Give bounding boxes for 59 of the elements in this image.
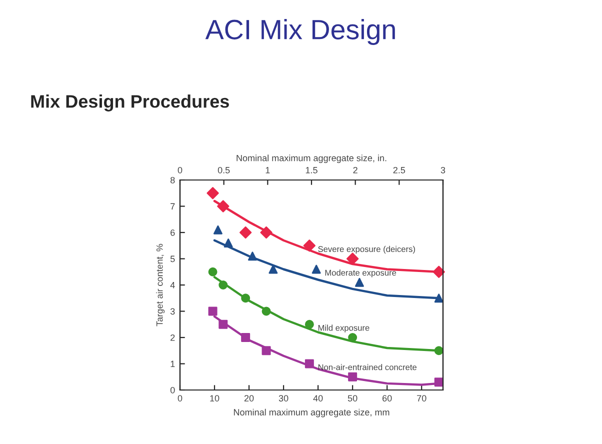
point xyxy=(312,264,321,274)
point xyxy=(304,320,314,329)
point xyxy=(241,294,250,303)
x-axis-title: Nominal maximum aggregate size, mm xyxy=(234,408,390,418)
point xyxy=(240,226,252,239)
x2-tick-label: 0.5 xyxy=(218,166,230,174)
y-tick-label: 8 xyxy=(170,176,175,184)
y-axis-title: Target air content, % xyxy=(156,244,165,326)
chart-subtitle: Mix Design Procedures xyxy=(31,94,229,112)
point xyxy=(262,306,271,316)
point xyxy=(434,346,444,356)
point xyxy=(354,278,364,287)
series-label: Moderate exposure xyxy=(325,270,396,278)
point xyxy=(304,359,314,368)
x-tick-label: 0 xyxy=(178,395,182,402)
point xyxy=(348,372,358,382)
x-tick-label: 40 xyxy=(313,395,323,402)
point xyxy=(208,267,218,276)
point xyxy=(208,306,218,316)
x-tick-label: 50 xyxy=(348,395,358,402)
y-tick-label: 0 xyxy=(170,386,175,394)
point xyxy=(241,333,250,342)
y-tick-label: 4 xyxy=(170,282,175,288)
point xyxy=(260,226,272,239)
point xyxy=(217,200,230,212)
point xyxy=(206,187,219,200)
x2-tick-label: 2 xyxy=(353,166,358,174)
point xyxy=(224,238,233,248)
point xyxy=(218,280,228,290)
point xyxy=(348,333,358,342)
x-tick-label: 70 xyxy=(417,395,426,402)
chart-title: ACI Mix Design xyxy=(205,19,395,45)
point xyxy=(213,225,222,234)
x2-tick-label: 1 xyxy=(266,167,270,174)
point xyxy=(262,346,271,356)
y-tick-label: 6 xyxy=(170,229,175,236)
x-tick-label: 30 xyxy=(278,395,288,402)
series-label: Non-air-entrained concrete xyxy=(318,364,417,370)
x-tick-label: 10 xyxy=(210,395,220,402)
x-tick-label: 20 xyxy=(244,395,254,402)
point xyxy=(248,252,257,261)
y-tick-label: 5 xyxy=(170,256,175,262)
x2-tick-label: 1.5 xyxy=(306,167,318,174)
y-tick-label: 3 xyxy=(170,308,175,315)
series-label: Mild exposure xyxy=(318,324,370,332)
y-tick-label: 2 xyxy=(170,334,175,341)
point xyxy=(432,266,445,278)
point xyxy=(434,294,444,303)
point xyxy=(434,378,444,387)
y-tick-label: 7 xyxy=(170,203,175,210)
x2-axis-title: Nominal maximum aggregate size, in. xyxy=(236,154,386,164)
series-label: Severe exposure (deicers) xyxy=(318,246,415,254)
x2-tick-label: 0 xyxy=(178,166,182,174)
x2-tick-label: 3 xyxy=(440,166,446,174)
y-tick-label: 1 xyxy=(170,360,175,368)
x2-tick-label: 2.5 xyxy=(393,166,406,174)
x-tick-label: 60 xyxy=(382,395,392,402)
point xyxy=(303,240,316,252)
point xyxy=(218,320,228,329)
